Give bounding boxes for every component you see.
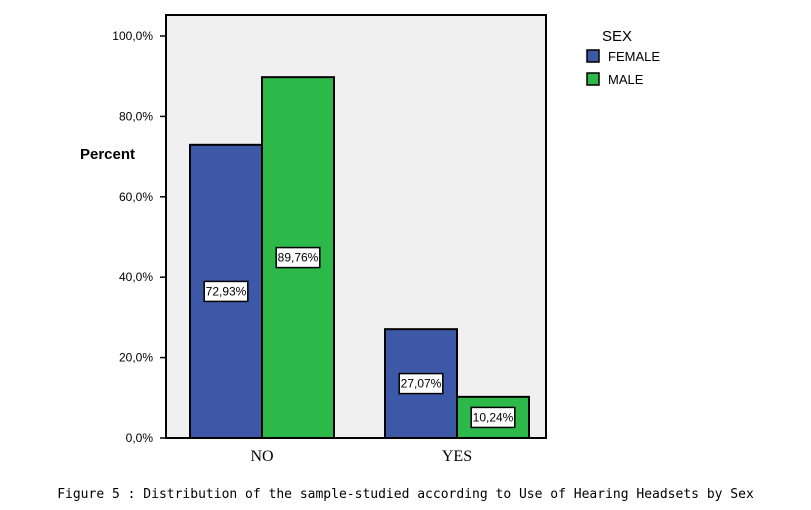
- data-label-box: [275, 246, 321, 269]
- bars: 72,93% 89,76% 27,07% 10,24%: [166, 76, 546, 440]
- y-axis: 0,0% 20,0% 40,0% 60,0% 80,0% 100,0%: [112, 15, 167, 445]
- y-tick-label: 40,0%: [119, 270, 153, 284]
- y-tick-label: 100,0%: [112, 29, 153, 43]
- data-label: 27,07%: [401, 377, 442, 391]
- legend-swatch-female: [586, 49, 600, 63]
- y-axis-label: Percent: [80, 146, 135, 163]
- y-tick-label: 0,0%: [126, 431, 154, 445]
- legend-title: SEX: [602, 28, 632, 45]
- data-label: 10,24%: [473, 410, 514, 424]
- legend-swatch-male: [586, 72, 600, 86]
- data-label: 72,93%: [206, 284, 247, 298]
- x-axis-labels: NO YES: [250, 448, 472, 465]
- x-tick-label: NO: [250, 448, 273, 465]
- y-tick-label: 80,0%: [119, 109, 153, 123]
- y-tick-label: 60,0%: [119, 190, 153, 204]
- legend-label-female: FEMALE: [608, 49, 660, 64]
- data-label-box: [470, 406, 516, 429]
- data-label-box: [203, 280, 249, 303]
- data-label-box: [398, 372, 444, 395]
- figure-caption: Figure 5 : Distribution of the sample-st…: [57, 487, 754, 502]
- bar-chart: 0,0% 20,0% 40,0% 60,0% 80,0% 100,0% 72,93% 89,…: [80, 14, 660, 465]
- legend-label-male: MALE: [608, 72, 644, 87]
- data-label: 89,76%: [278, 251, 319, 265]
- y-tick-label: 20,0%: [119, 351, 153, 365]
- legend: SEX FEMALE MALE: [586, 28, 660, 87]
- x-tick-label: YES: [442, 448, 472, 465]
